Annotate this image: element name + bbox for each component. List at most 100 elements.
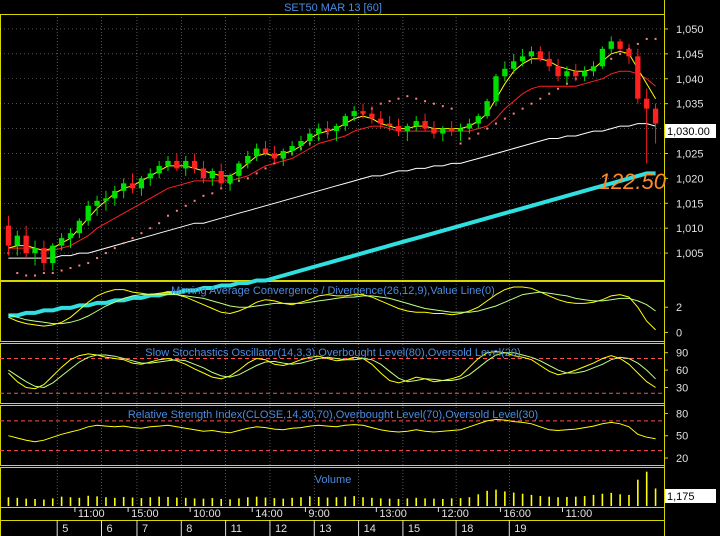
candle xyxy=(369,106,375,124)
candle-body xyxy=(564,71,570,77)
sar-dot xyxy=(406,95,409,98)
volume-bar xyxy=(184,497,187,506)
candle xyxy=(121,178,127,199)
candle-body xyxy=(404,126,411,132)
sar-dot xyxy=(468,137,471,140)
volume-bar xyxy=(122,496,125,506)
sar-dot xyxy=(87,262,90,265)
sar-dot xyxy=(432,102,435,105)
volume-bar xyxy=(25,498,27,506)
candle xyxy=(652,103,659,144)
candle xyxy=(129,173,136,194)
indicator-tick-label: 90 xyxy=(676,348,688,360)
candle-body xyxy=(599,48,606,67)
candle xyxy=(502,61,508,82)
volume-bar xyxy=(379,498,382,506)
volume-bar xyxy=(450,498,453,506)
candles xyxy=(5,36,659,271)
ma-slow-band xyxy=(8,123,656,259)
candle-body xyxy=(67,233,74,239)
volume-bar xyxy=(610,492,613,506)
indicator-rsi: 20 50 80 Relative Strength Index(CLOSE,14,3… xyxy=(0,408,688,465)
candle-body xyxy=(23,235,29,254)
volume-bar xyxy=(557,497,559,506)
candle xyxy=(209,168,215,186)
candle-body xyxy=(298,141,304,146)
ma-slow-line xyxy=(8,123,656,259)
volume-bar xyxy=(495,489,497,506)
volume-bar xyxy=(415,497,418,506)
candle-body xyxy=(635,56,641,99)
volume-bar xyxy=(149,497,152,506)
indicator-line-a xyxy=(8,350,656,390)
candle-body xyxy=(369,113,375,119)
volume-bar xyxy=(344,496,347,506)
candle-body xyxy=(183,160,189,169)
candle-body xyxy=(519,56,526,62)
sar-dot xyxy=(441,105,444,108)
candle-body xyxy=(395,126,402,132)
candle-body xyxy=(440,128,446,134)
sar-dot xyxy=(264,167,267,170)
candle xyxy=(360,103,366,119)
candle-body xyxy=(94,200,100,206)
volume-bar xyxy=(574,496,577,506)
sar-dot xyxy=(69,267,72,270)
candle-body xyxy=(652,108,659,124)
candle xyxy=(32,240,38,266)
candle-body xyxy=(449,128,455,132)
candle-body xyxy=(333,126,340,132)
sar-dot xyxy=(388,100,391,103)
candle-body xyxy=(121,183,127,191)
chart-title: SET50 MAR 13 [60] xyxy=(284,2,382,14)
candle-body xyxy=(608,41,614,49)
candle xyxy=(599,46,606,69)
volume-bar xyxy=(530,494,533,506)
candle-body xyxy=(58,238,65,246)
volume-bar xyxy=(114,497,116,506)
candle-body xyxy=(502,68,508,77)
price-tick-label: 1,025 xyxy=(676,148,704,160)
candle xyxy=(271,146,278,164)
candle xyxy=(280,148,286,166)
volume-bar xyxy=(477,494,480,506)
candle-body xyxy=(573,71,579,77)
candle xyxy=(67,228,74,249)
time-axis: 11:00 15:00 10:00 14:00 9:00 13:00 12:00 16:00 1… xyxy=(0,507,664,536)
candle-body xyxy=(191,160,198,169)
candle-body xyxy=(342,116,348,127)
day-tick-label: 18 xyxy=(461,523,473,535)
candle xyxy=(644,88,650,164)
candle-body xyxy=(262,148,269,154)
volume-bar xyxy=(202,498,205,506)
candle xyxy=(378,111,384,129)
time-tick-label: 10:00 xyxy=(193,508,221,520)
candle xyxy=(298,136,304,151)
candle-body xyxy=(555,66,561,77)
sar-dot xyxy=(548,92,551,95)
candle xyxy=(85,200,91,226)
ma-long-line xyxy=(8,171,656,318)
volume-panel xyxy=(7,471,657,506)
volume-bar xyxy=(167,496,169,506)
sar-dot xyxy=(140,232,143,235)
day-tick-label: 8 xyxy=(186,523,192,535)
candle-body xyxy=(626,48,632,57)
candle xyxy=(475,113,481,129)
candle-body xyxy=(76,220,83,234)
time-tick-label: 13:00 xyxy=(379,508,407,520)
candle xyxy=(511,53,517,74)
candle-body xyxy=(484,101,490,117)
day-tick-label: 11 xyxy=(231,523,242,535)
volume-bar xyxy=(60,496,63,506)
candle xyxy=(449,121,455,137)
candle xyxy=(94,195,100,216)
day-tick-label: 13 xyxy=(319,523,331,535)
price-tick-label: 1,005 xyxy=(676,248,704,260)
volume-bar xyxy=(397,498,400,506)
candle-body xyxy=(147,173,153,179)
candle-body xyxy=(209,170,215,179)
sar-dot xyxy=(202,194,205,197)
candle-body xyxy=(466,123,473,129)
